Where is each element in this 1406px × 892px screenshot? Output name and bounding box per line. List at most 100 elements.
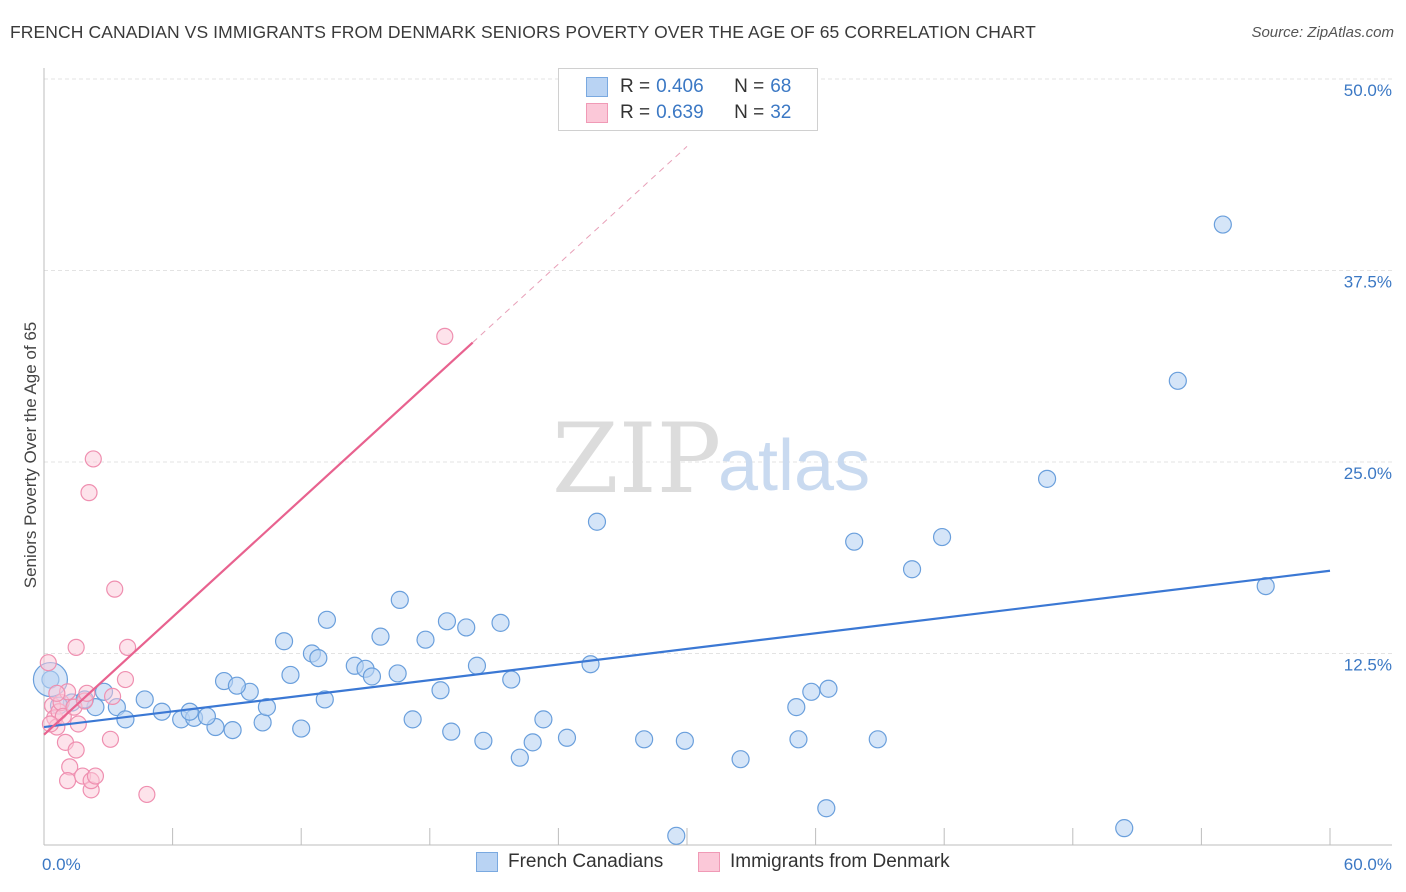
trend-lines [472,146,688,343]
point-french-canadians [1037,469,1057,488]
bottom-legend-swatch-blue [476,852,498,872]
legend-r-label: R = [620,76,651,97]
bottom-legend-label: French Canadians [508,851,664,872]
legend-r-value: 0.639 [656,102,704,123]
point-french-canadians [787,698,806,717]
legend-r-value: 0.406 [656,76,704,97]
point-french-canadians [197,707,216,726]
point-immigrants-denmark [39,654,57,672]
point-french-canadians [523,733,542,752]
point-french-canadians [442,722,461,741]
point-french-canadians [1213,215,1232,234]
point-french-canadians [315,690,334,709]
y-tick-label: 50.0% [1344,81,1392,100]
point-french-canadians [932,527,952,547]
point-french-canadians [223,720,242,740]
point-immigrants-denmark [48,684,66,702]
point-french-canadians [309,648,328,668]
point-french-canadians [317,610,337,629]
point-immigrants-denmark [80,484,98,502]
y-tick-label: 25.0% [1344,464,1392,483]
point-french-canadians [675,731,694,750]
legend-n-label: N = [734,102,765,123]
bottom-legend-immigrants-denmark: Immigrants from Denmark [698,851,950,873]
point-french-canadians [371,627,390,646]
y-axis-label: Seniors Poverty Over the Age of 65 [21,322,40,588]
point-immigrants-denmark [86,767,105,785]
point-french-canadians [635,730,654,749]
watermark: ZIP atlas [552,403,870,515]
point-french-canadians [292,719,311,738]
point-french-canadians [390,590,409,609]
legend-n-label: N = [734,76,765,97]
point-french-canadians [557,728,577,747]
point-immigrants-denmark [116,670,135,689]
point-french-canadians [253,713,272,732]
point-french-canadians [510,748,529,767]
bottom-legend-label: Immigrants from Denmark [730,851,950,872]
watermark-atlas: atlas [718,426,870,506]
correlation-legend: R = 0.406 N = 68 R = 0.639 N = 32 [558,68,818,131]
point-french-canadians [491,613,510,632]
point-french-canadians [1115,819,1134,838]
tick-labels: 12.5% 25.0% 37.5% 50.0% 0.0% 60.0% [42,81,1392,874]
point-french-canadians [502,670,521,689]
watermark-zip: ZIP [552,403,721,515]
y-tick-label: 37.5% [1344,273,1392,292]
point-french-canadians [180,702,199,721]
point-french-canadians [274,632,294,651]
point-french-canadians [257,698,277,717]
point-immigrants-denmark [67,741,85,759]
point-french-canadians [388,664,407,683]
point-french-canadians [135,690,154,709]
legend-row-immigrants-denmark: R = 0.639 N = 32 [586,100,836,126]
chart-title: FRENCH CANADIAN VS IMMIGRANTS FROM DENMA… [10,22,1036,42]
point-french-canadians [868,730,887,749]
legend-n-value: 68 [770,76,792,97]
bottom-legend-french-canadians: French Canadians [476,851,663,873]
point-french-canadians [474,731,493,750]
point-french-canadians [362,667,382,686]
point-french-canadians [902,560,922,579]
point-french-canadians [431,681,450,700]
point-immigrants-denmark [436,327,454,345]
point-french-canadians [817,799,836,818]
point-french-canadians [467,656,487,675]
point-french-canadians [731,750,750,769]
point-french-canadians [534,710,553,729]
source-label: Source: ZipAtlas.com [1251,24,1394,41]
legend-row-french-canadians: R = 0.406 N = 68 [586,74,836,100]
point-french-canadians [403,710,422,729]
point-immigrants-denmark [106,580,124,598]
point-french-canadians [281,665,300,685]
legend-swatch-blue [586,77,608,97]
point-french-canadians [457,618,476,637]
legend-swatch-pink [586,103,608,123]
point-french-canadians [845,532,864,551]
point-french-canadians [667,826,686,845]
point-immigrants-denmark [41,715,60,733]
point-french-canadians [416,630,435,649]
x-tick-label: 60.0% [1344,855,1392,874]
point-immigrants-denmark [67,638,85,656]
point-french-canadians [227,676,246,695]
point-french-canadians [802,682,821,701]
point-immigrants-denmark [103,687,122,705]
y-tick-label: 12.5% [1344,656,1392,675]
point-french-canadians [1168,371,1187,390]
point-immigrants-denmark [138,785,156,804]
point-immigrants-denmark [118,638,137,656]
grid-lines [44,78,1392,654]
x-tick-label: 0.0% [42,855,81,874]
point-french-canadians [819,679,838,698]
point-french-canadians [587,512,607,531]
trend-line-french-canadians [43,569,1331,729]
legend-n-value: 32 [770,102,792,123]
data-points [32,215,1331,845]
bottom-legend-swatch-pink [698,852,720,872]
point-immigrants-denmark [101,730,120,748]
point-immigrants-denmark [84,450,102,468]
trend-line-immigrants-denmark [43,341,474,736]
point-french-canadians [116,710,135,729]
